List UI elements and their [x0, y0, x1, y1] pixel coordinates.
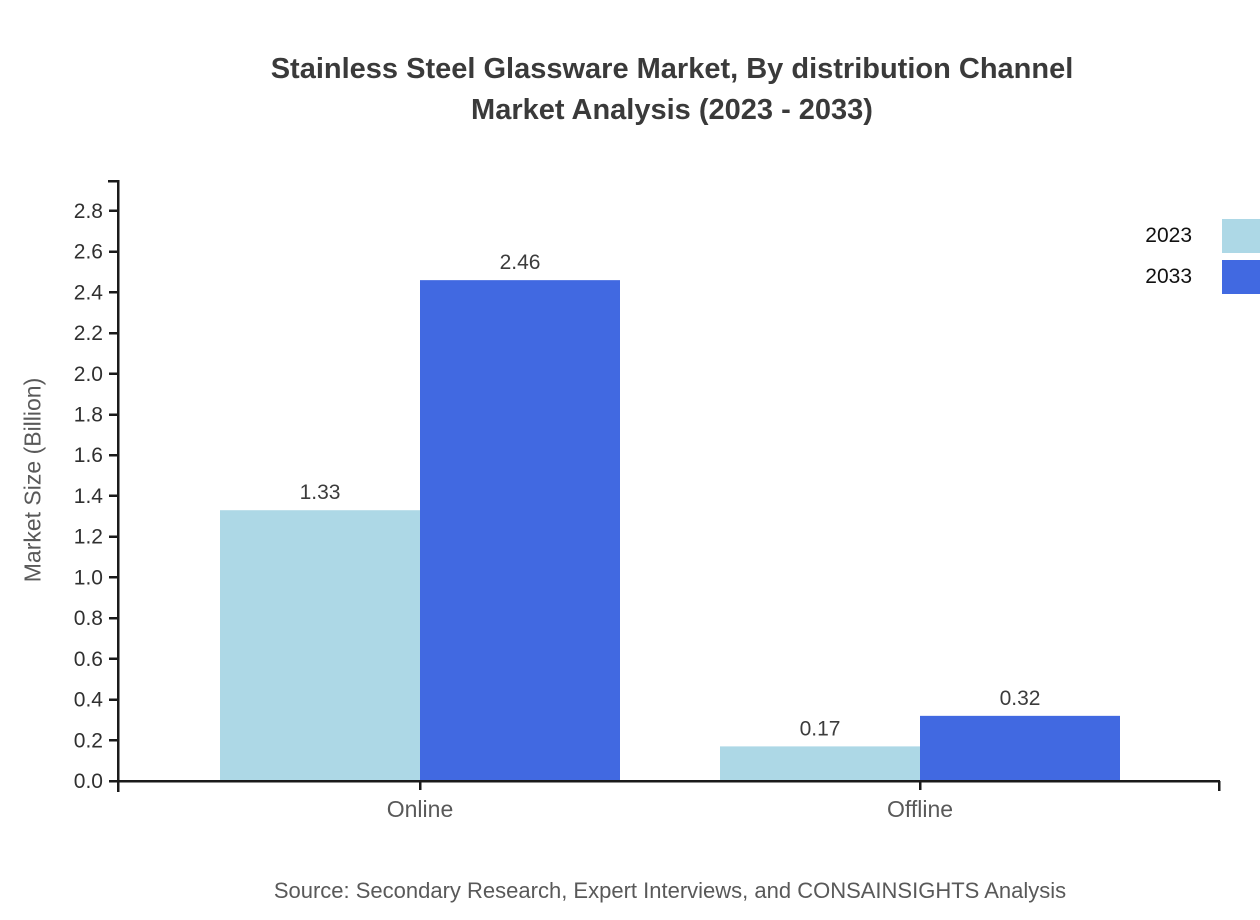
y-tick-label: 1.6: [74, 444, 103, 467]
y-tick-label: 2.4: [74, 281, 104, 304]
bar-2023-online: [220, 510, 420, 781]
category-label: Offline: [887, 796, 953, 822]
y-tick-label: 0.6: [74, 648, 103, 671]
legend: 2023 2033: [1145, 219, 1260, 294]
y-tick-label: 2.2: [74, 322, 103, 345]
legend-item-2033: 2033: [1145, 260, 1260, 294]
legend-label-2033: 2033: [1145, 265, 1192, 288]
legend-swatch-2033: [1222, 260, 1260, 294]
legend-item-2023: 2023: [1145, 219, 1260, 253]
y-tick-label: 0.0: [74, 770, 103, 793]
bar-value-label: 0.17: [800, 717, 841, 740]
bar-2023-offline: [720, 746, 920, 781]
bar-2033-online: [420, 280, 620, 781]
y-tick-label: 1.4: [74, 485, 104, 508]
chart-title-line2: Market Analysis (2023 - 2033): [471, 94, 873, 126]
y-tick-label: 1.0: [74, 566, 103, 589]
y-tick-label: 0.8: [74, 607, 103, 630]
y-tick-label: 2.8: [74, 200, 103, 223]
bar-value-label: 0.32: [1000, 687, 1041, 710]
chart-title-line1: Stainless Steel Glassware Market, By dis…: [270, 53, 1074, 85]
source-note: Source: Secondary Research, Expert Inter…: [273, 878, 1067, 903]
y-tick-label: 0.2: [74, 729, 103, 752]
y-tick-label: 1.2: [74, 526, 103, 549]
legend-label-2023: 2023: [1145, 224, 1192, 247]
chart-title: Stainless Steel Glassware Market, By dis…: [84, 49, 1260, 131]
category-label: Online: [387, 796, 453, 822]
y-tick-label: 0.4: [74, 689, 104, 712]
bar-value-label: 2.46: [500, 251, 541, 274]
legend-swatch-2023: [1222, 219, 1260, 253]
y-tick-label: 2.0: [74, 363, 103, 386]
bar-value-label: 1.33: [300, 481, 341, 504]
y-tick-label: 1.8: [74, 404, 103, 427]
bar-2033-offline: [920, 715, 1120, 781]
y-tick-label: 2.6: [74, 241, 103, 264]
